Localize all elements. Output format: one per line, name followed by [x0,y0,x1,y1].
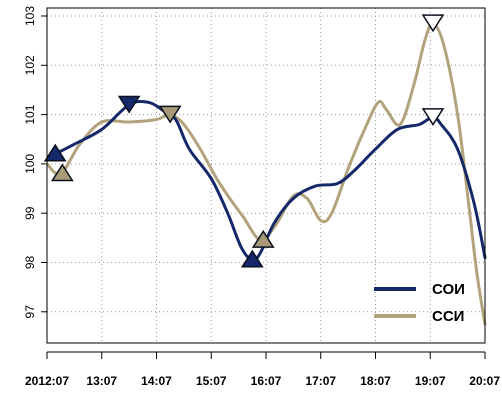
x-tick-label: 15:07 [196,374,227,388]
x-tick-label: 20:07 [469,374,500,388]
legend: СОИ ССИ [374,281,465,325]
marker-triangle-down [117,95,141,114]
x-tick-label: 16:07 [251,374,282,388]
x-tick-label: 17:07 [305,374,336,388]
marker-triangle-up [251,229,275,248]
marker-triangle-up [43,143,67,162]
plot-frame [46,7,486,344]
x-tick-label: 14:07 [141,374,172,388]
x-axis: 2012:07 13:07 14:07 15:07 16:07 17:07 18:07 19:… [25,351,500,388]
legend-label-soi: СОИ [432,281,465,298]
y-tick-label: 101 [23,104,37,124]
x-tick-label: 2012:07 [25,374,69,388]
turning-point-markers [43,14,445,268]
y-tick-label: 103 [23,6,37,26]
marker-triangle-down [421,108,445,126]
marker-triangle-down [421,14,445,33]
x-tick-label: 19:07 [415,374,446,388]
series-line-soi [53,100,487,262]
marker-triangle-up [240,249,264,268]
x-tick-label: 18:07 [360,374,391,388]
y-tick-label: 102 [23,55,37,75]
marker-triangle-down [158,105,182,124]
y-axis: 97 98 99 100 101 102 103 [23,6,47,319]
y-tick-label: 98 [23,256,37,270]
x-tick-label: 13:07 [86,374,117,388]
marker-triangle-up [50,163,74,182]
y-tick-label: 100 [23,154,37,174]
y-tick-label: 99 [23,206,37,220]
y-tick-label: 97 [23,305,37,319]
legend-label-ssi: ССИ [432,308,464,325]
